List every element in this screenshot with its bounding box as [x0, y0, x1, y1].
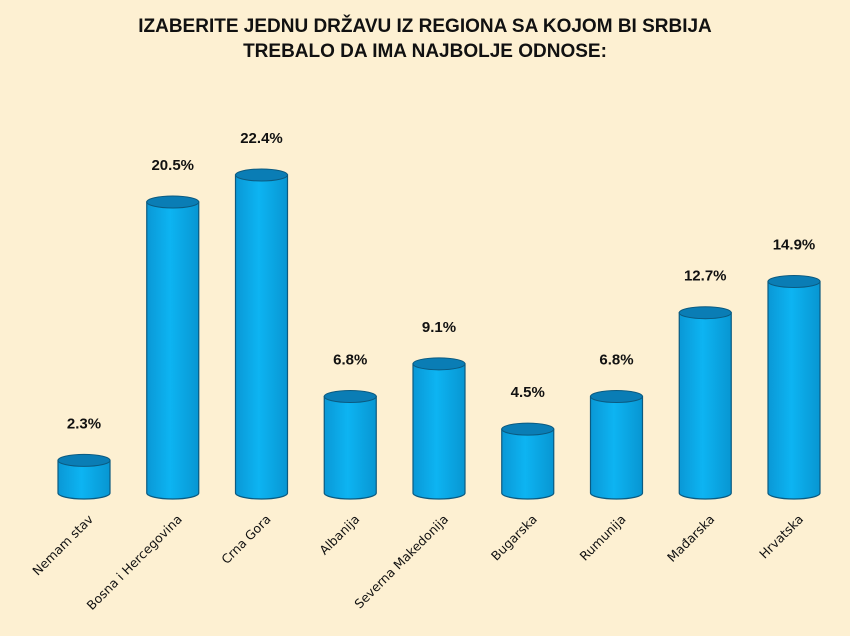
data-label: 20.5%	[151, 157, 194, 174]
chart-title: IZABERITE JEDNU DRŽAVU IZ REGIONA SA KOJ…	[0, 14, 850, 64]
category-label: Crna Gora	[218, 512, 273, 567]
chart-title-line-1: IZABERITE JEDNU DRŽAVU IZ REGIONA SA KOJ…	[138, 16, 712, 37]
bar-top	[146, 195, 200, 209]
bar	[412, 363, 466, 500]
category-label: Bosna i Hercegovina	[84, 512, 185, 613]
category-label: Mađarska	[664, 512, 717, 565]
data-label: 12.7%	[684, 268, 727, 285]
data-label: 6.8%	[333, 351, 367, 368]
category-label: Severna Makedonija	[351, 512, 451, 612]
data-label: 6.8%	[599, 351, 633, 368]
category-label: Bugarska	[488, 512, 540, 564]
bar	[323, 395, 377, 500]
data-label: 2.3%	[67, 415, 101, 432]
bar	[767, 280, 821, 500]
bar-top	[767, 274, 821, 288]
bar-top	[590, 389, 643, 403]
bar-top	[235, 168, 288, 182]
bar-top	[501, 422, 555, 436]
bar	[146, 201, 200, 500]
category-label: Nemam stav	[29, 511, 96, 578]
category-label: Rumunija	[577, 512, 629, 564]
bar-top	[678, 306, 732, 320]
chart-title-line-2: TREBALO DA IMA NAJBOLJE ODNOSE:	[243, 41, 607, 62]
bar-top	[412, 357, 466, 371]
bar-top	[323, 389, 377, 403]
category-label: Albanija	[316, 512, 362, 558]
bar	[678, 312, 732, 500]
data-label: 9.1%	[422, 319, 456, 336]
bar	[589, 395, 644, 500]
bar	[501, 428, 555, 500]
bar	[57, 459, 111, 500]
bar	[234, 174, 289, 500]
category-label: Hrvatska	[756, 512, 806, 562]
data-label: 22.4%	[240, 130, 283, 147]
bar-top	[57, 453, 111, 467]
data-label: 4.5%	[511, 384, 545, 401]
data-label: 14.9%	[773, 236, 816, 253]
